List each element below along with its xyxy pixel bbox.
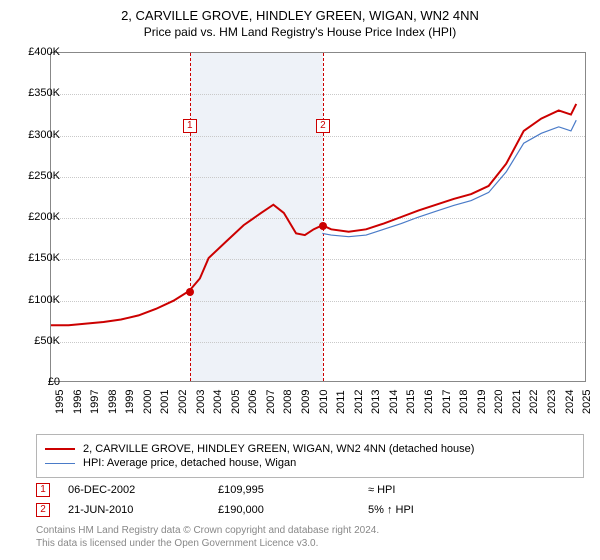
series-property [51, 104, 576, 325]
chart-plot-area: 12 [50, 52, 586, 382]
x-axis-label: 1997 [89, 390, 101, 414]
chart-title: 2, CARVILLE GROVE, HINDLEY GREEN, WIGAN,… [0, 0, 600, 23]
x-axis-label: 1999 [124, 390, 136, 414]
footer-line-1: Contains HM Land Registry data © Crown c… [36, 524, 379, 537]
legend-label: HPI: Average price, detached house, Wiga… [83, 457, 296, 469]
y-axis-label: £400K [28, 46, 60, 58]
x-axis-label: 2004 [212, 390, 224, 414]
y-axis-label: £300K [28, 129, 60, 141]
y-axis-label: £0 [48, 376, 60, 388]
y-axis-label: £100K [28, 294, 60, 306]
x-axis-label: 2000 [142, 390, 154, 414]
x-axis-label: 2015 [405, 390, 417, 414]
x-axis-label: 2018 [458, 390, 470, 414]
legend-item: 2, CARVILLE GROVE, HINDLEY GREEN, WIGAN,… [45, 443, 575, 455]
y-axis-label: £150K [28, 252, 60, 264]
y-axis-label: £350K [28, 87, 60, 99]
x-axis-label: 2011 [335, 390, 347, 414]
legend-swatch [45, 448, 75, 450]
sale-row-marker: 1 [36, 483, 50, 497]
sale-row: 2 21-JUN-2010£190,0005% ↑ HPI [36, 500, 584, 520]
sale-row-marker: 2 [36, 503, 50, 517]
legend-item: HPI: Average price, detached house, Wiga… [45, 457, 575, 469]
series-hpi [322, 120, 576, 236]
x-axis-label: 2009 [300, 390, 312, 414]
x-axis-label: 2024 [564, 390, 576, 414]
sale-hpi-diff: 5% ↑ HPI [368, 504, 488, 516]
legend-box: 2, CARVILLE GROVE, HINDLEY GREEN, WIGAN,… [36, 434, 584, 478]
x-axis-label: 2005 [230, 390, 242, 414]
x-axis-label: 2008 [282, 390, 294, 414]
x-axis-label: 2012 [353, 390, 365, 414]
x-axis-label: 2020 [493, 390, 505, 414]
x-axis-label: 1998 [107, 390, 119, 414]
x-axis-label: 2007 [265, 390, 277, 414]
x-axis-label: 1995 [54, 390, 66, 414]
x-axis-label: 2003 [195, 390, 207, 414]
x-axis-label: 2021 [511, 390, 523, 414]
x-axis-label: 1996 [72, 390, 84, 414]
chart-subtitle: Price paid vs. HM Land Registry's House … [0, 23, 600, 39]
sale-row: 1 06-DEC-2002£109,995≈ HPI [36, 480, 584, 500]
sale-hpi-diff: ≈ HPI [368, 484, 488, 496]
x-axis-label: 2013 [370, 390, 382, 414]
sale-date: 06-DEC-2002 [68, 484, 218, 496]
sale-date: 21-JUN-2010 [68, 504, 218, 516]
x-axis-label: 2025 [581, 390, 593, 414]
footer-line-2: This data is licensed under the Open Gov… [36, 537, 379, 550]
x-axis-label: 2002 [177, 390, 189, 414]
x-axis-label: 2014 [388, 390, 400, 414]
x-axis-label: 2022 [528, 390, 540, 414]
y-axis-label: £50K [34, 335, 60, 347]
sale-price: £190,000 [218, 504, 368, 516]
y-axis-label: £200K [28, 211, 60, 223]
y-axis-label: £250K [28, 170, 60, 182]
legend-label: 2, CARVILLE GROVE, HINDLEY GREEN, WIGAN,… [83, 443, 474, 455]
legend-swatch [45, 463, 75, 464]
x-axis-label: 2019 [476, 390, 488, 414]
x-axis-label: 2006 [247, 390, 259, 414]
sale-price: £109,995 [218, 484, 368, 496]
x-axis-label: 2023 [546, 390, 558, 414]
x-axis-label: 2010 [318, 390, 330, 414]
footer-attribution: Contains HM Land Registry data © Crown c… [36, 524, 379, 550]
sales-table: 1 06-DEC-2002£109,995≈ HPI 2 21-JUN-2010£19… [36, 480, 584, 520]
x-axis-label: 2016 [423, 390, 435, 414]
x-axis-label: 2001 [159, 390, 171, 414]
x-axis-label: 2017 [441, 390, 453, 414]
